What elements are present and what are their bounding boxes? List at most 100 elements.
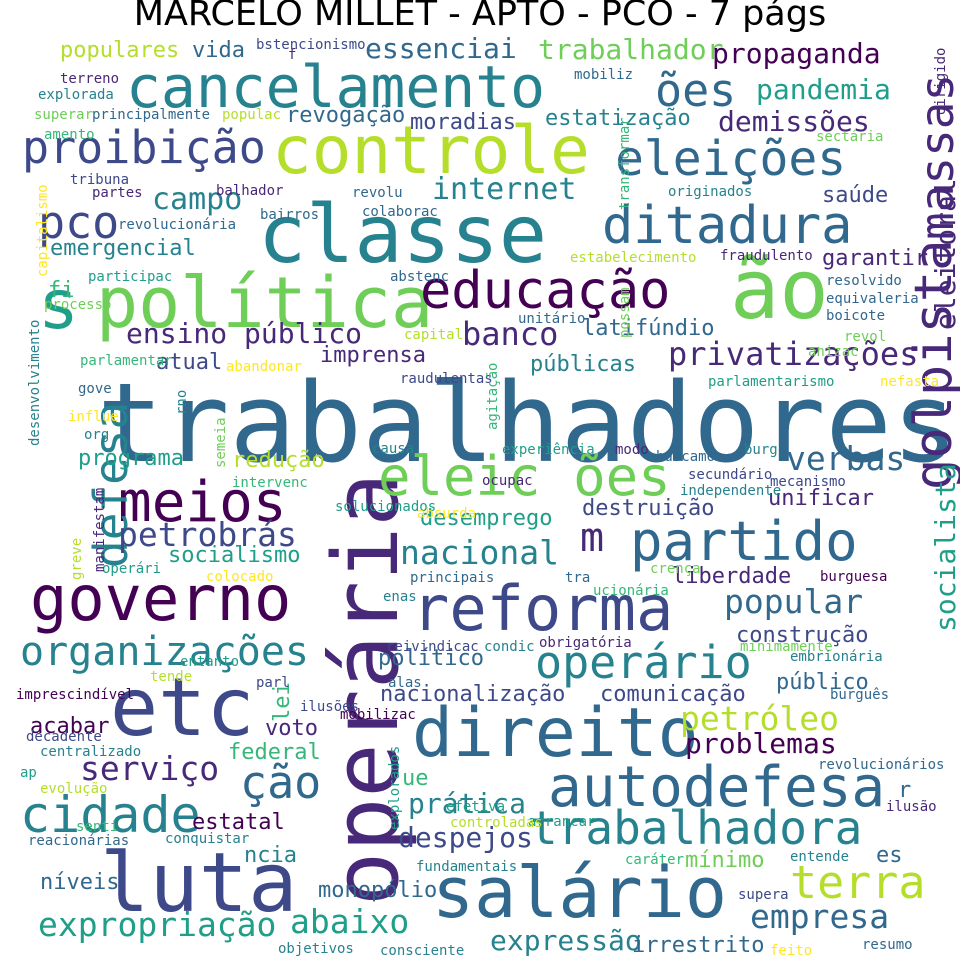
word-verbas-39: verbas bbox=[786, 439, 906, 478]
word-tribuna-98: tribuna bbox=[70, 172, 130, 188]
word-revogacao-59: revogação bbox=[286, 103, 406, 128]
word-consciente-142: consciente bbox=[380, 943, 465, 959]
word-ilusao-133: ilusão bbox=[886, 799, 937, 815]
word-socialismo-71: socialismo bbox=[168, 543, 301, 568]
word-socialista-53: socialista bbox=[929, 463, 960, 632]
word-decadente-121: decadente bbox=[26, 729, 102, 745]
word-rno-154: rno bbox=[174, 389, 190, 415]
word-moradias-60: moradias bbox=[410, 110, 516, 135]
word-estatal-85: estatal bbox=[192, 810, 285, 835]
word-alas-124: alas bbox=[388, 675, 422, 691]
word-monopolio-88: monopólio bbox=[318, 878, 438, 903]
word-oes-45: ões bbox=[655, 64, 737, 117]
word-m-18: m bbox=[580, 515, 605, 561]
word-latifundio-65: latifúndio bbox=[582, 316, 715, 341]
word-boicote-164: boicote bbox=[826, 308, 886, 324]
word-entende-134: entende bbox=[790, 849, 850, 865]
word-tra-111: tra bbox=[565, 570, 591, 586]
word-revolucionaria-99: revolucionária bbox=[118, 217, 237, 233]
word-burg-107: burg bbox=[744, 442, 778, 458]
word-parlamentarismo-160: parlamentarismo bbox=[708, 374, 835, 390]
word-carater-135: caráter bbox=[625, 852, 685, 868]
word-direito-8: direito bbox=[412, 694, 699, 773]
word-empresa-46: empresa bbox=[750, 897, 890, 936]
word-ditadura-15: ditadura bbox=[602, 196, 853, 256]
word-eleitoral-52: eleitoral bbox=[929, 178, 960, 330]
word-comunicacao-81: comunicação bbox=[600, 682, 746, 707]
word-centralizado-122: centralizado bbox=[40, 744, 142, 760]
word-irrestrito-90: irrestrito bbox=[632, 933, 765, 958]
word-capitalismo-175: capitalismo bbox=[35, 184, 51, 277]
word-es-91: es bbox=[876, 843, 903, 868]
word-parl-125: parl bbox=[256, 675, 290, 691]
word-operario-30: operário bbox=[535, 636, 752, 689]
word-minimo-89: mínimo bbox=[685, 848, 765, 873]
word-raudulentas-159: raudulentas bbox=[400, 371, 493, 387]
word-processo-171: processo bbox=[44, 297, 112, 313]
word-burguesa-113: burguesa bbox=[820, 569, 888, 585]
word-bstencionismo-186: bstencionismo bbox=[256, 37, 366, 53]
word-expropriacao-32: expropriação bbox=[38, 905, 277, 944]
word-ucionaria-198: ucionária bbox=[593, 583, 669, 599]
word-ap-147: ap bbox=[20, 765, 37, 781]
word-liberdade-75: liberdade bbox=[672, 564, 792, 589]
word-populares-94: populares bbox=[60, 38, 180, 63]
word-senti-127: senti bbox=[76, 819, 119, 835]
word-superar-183: superar bbox=[34, 107, 94, 123]
word-desemprego-72: desemprego bbox=[420, 506, 553, 531]
word-emergencial-62: emergencial bbox=[50, 236, 196, 261]
word-reducao-70: redução bbox=[232, 448, 325, 473]
word-politica-11: política bbox=[96, 262, 434, 344]
word-f-187: f bbox=[288, 47, 297, 63]
word-minimamente-114: minimamente bbox=[740, 639, 833, 655]
word-efetiva-130: efetiva bbox=[446, 799, 506, 815]
word-salario-6: salário bbox=[432, 852, 728, 934]
word-reivindicac-115: reivindicac bbox=[386, 639, 479, 655]
word-manifestam-151: manifestam bbox=[92, 487, 108, 572]
word-parlamentar-157: parlamentar bbox=[80, 353, 173, 369]
word-pratica-49: prática bbox=[408, 787, 527, 820]
word-popular-42: popular bbox=[724, 582, 864, 621]
word-eleicoes-14: eleições bbox=[615, 131, 847, 187]
word-trabalhadora-27: trabalhadora bbox=[530, 801, 863, 855]
word-arrancar-131: arrancar bbox=[528, 814, 596, 830]
word-unificar-74: unificar bbox=[768, 486, 874, 511]
word-atual-66: atual bbox=[156, 350, 223, 375]
word-resolvido-166: resolvido bbox=[826, 273, 902, 289]
word-independente-101: independente bbox=[680, 483, 782, 499]
word-petroleo-47: petróleo bbox=[680, 699, 839, 738]
word-meios-22: meios bbox=[118, 470, 287, 535]
word-agitacao-193: agitação bbox=[485, 362, 501, 430]
word-despejos-48: despejos bbox=[398, 821, 533, 854]
word-propaganda-56: propaganda bbox=[712, 37, 881, 70]
word-cao-44: ção bbox=[240, 756, 322, 809]
word-obrigatoria-117: obrigatória bbox=[539, 635, 632, 651]
word-colaborac-177: colaborac bbox=[362, 204, 438, 220]
word-possam-174: possam bbox=[617, 287, 633, 338]
word-pandemia-57: pandemia bbox=[756, 73, 891, 106]
word-dirigido-192: dirigido bbox=[933, 47, 949, 115]
word-abaixo-33: abaixo bbox=[290, 902, 410, 941]
word-bairros-176: bairros bbox=[260, 207, 320, 223]
word-sectaria-190: sectária bbox=[816, 129, 884, 145]
word-imprensa-67: imprensa bbox=[320, 343, 426, 368]
word-petrobras-40: petrobrás bbox=[118, 515, 297, 554]
word-controladas-137: controladas bbox=[450, 815, 543, 831]
word-etc-7: etc bbox=[110, 661, 255, 754]
word-saude-63: saúde bbox=[822, 183, 889, 208]
word-eleic-oes-19: eleic ões bbox=[378, 445, 671, 508]
word-intervenc-195: intervenc bbox=[232, 475, 308, 491]
word-explorada-184: explorada bbox=[38, 87, 114, 103]
word-crenca-112: crença bbox=[650, 561, 701, 577]
word-capital-172: capital bbox=[404, 327, 464, 343]
word-influe-155: influe bbox=[68, 409, 119, 425]
word-servico-43: serviço bbox=[80, 749, 220, 788]
word-vida-95: vida bbox=[192, 38, 245, 63]
word-privatizacoes-37: privatizações bbox=[668, 335, 919, 373]
word-cancelamento-10: cancelamento bbox=[126, 53, 546, 121]
word-programa-69: programa bbox=[78, 446, 184, 471]
word-ilusoes-126: ilusões bbox=[300, 699, 360, 715]
word-solucionados-105: solucionados bbox=[335, 499, 437, 515]
word-explorados-138: explorados bbox=[387, 745, 403, 830]
